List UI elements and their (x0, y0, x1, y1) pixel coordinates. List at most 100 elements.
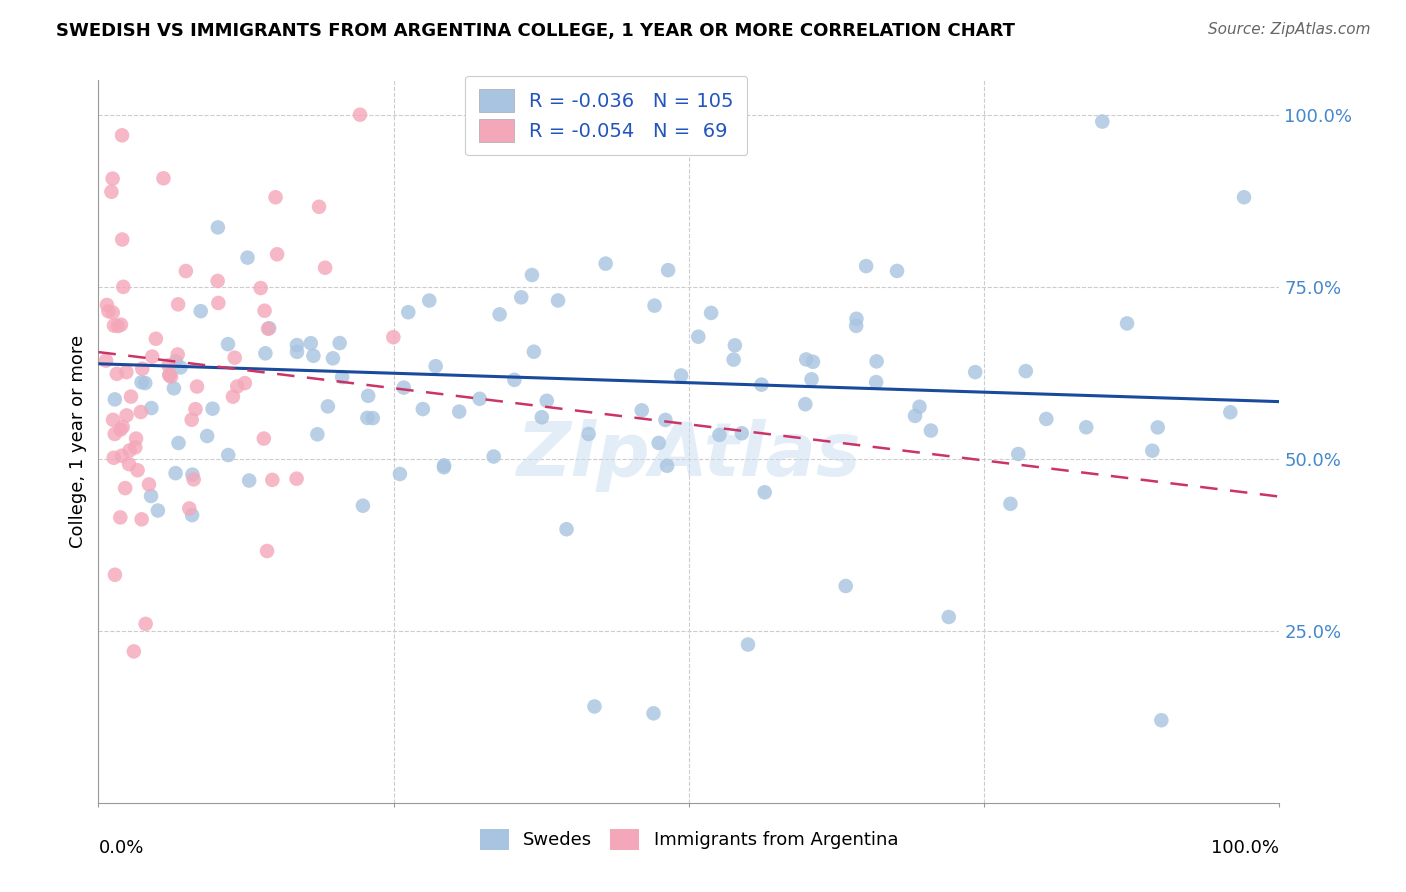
Point (174, 264, 197, 278)
Point (845, 311, 868, 326)
Point (329, 336, 352, 351)
Point (222, 390, 245, 404)
Point (131, 512, 153, 526)
Point (1091, 114, 1114, 128)
Point (264, 190, 287, 204)
Point (110, 423, 132, 437)
Point (357, 389, 380, 403)
Point (118, 443, 141, 458)
Text: Source: ZipAtlas.com: Source: ZipAtlas.com (1208, 22, 1371, 37)
Point (181, 508, 204, 522)
Point (630, 403, 652, 417)
Point (510, 290, 533, 304)
Point (503, 373, 526, 387)
Point (122, 644, 145, 658)
Point (794, 352, 817, 367)
Point (253, 432, 276, 446)
Point (835, 579, 858, 593)
Point (111, 232, 134, 246)
Point (855, 259, 877, 273)
Point (801, 355, 824, 369)
Point (111, 128, 134, 143)
Point (1000, 497, 1022, 511)
Point (159, 368, 181, 382)
Point (145, 332, 167, 346)
Point (1150, 713, 1173, 727)
Point (433, 460, 456, 475)
Point (96, 298, 118, 312)
Text: 0.0%: 0.0% (98, 838, 143, 857)
Point (845, 318, 868, 333)
Point (167, 436, 190, 450)
Point (285, 338, 308, 352)
Point (433, 458, 456, 473)
Point (131, 361, 153, 376)
Point (184, 402, 207, 417)
Text: 100.0%: 100.0% (1212, 838, 1279, 857)
Point (224, 351, 246, 365)
Point (523, 344, 546, 359)
Point (388, 467, 411, 481)
Point (160, 369, 183, 384)
Point (118, 457, 141, 471)
Point (865, 375, 887, 389)
Point (141, 350, 163, 364)
Point (138, 477, 160, 491)
Point (157, 368, 180, 382)
Point (129, 405, 152, 419)
Point (125, 432, 148, 446)
Point (1233, 190, 1256, 204)
Point (316, 400, 339, 414)
Point (425, 359, 447, 374)
Point (794, 397, 817, 411)
Point (555, 522, 578, 536)
Point (1146, 420, 1168, 434)
Point (105, 367, 128, 381)
Point (520, 268, 543, 282)
Point (349, 108, 371, 122)
Point (141, 401, 163, 415)
Point (904, 409, 927, 423)
Point (356, 410, 378, 425)
Point (127, 463, 149, 477)
Point (800, 372, 823, 386)
Point (201, 401, 224, 416)
Point (131, 376, 153, 390)
Point (146, 503, 169, 517)
Point (1035, 412, 1057, 426)
Point (396, 305, 419, 319)
Point (938, 610, 960, 624)
Point (1015, 364, 1038, 378)
Point (449, 404, 471, 418)
Point (139, 489, 162, 503)
Point (314, 260, 336, 275)
Point (249, 281, 271, 295)
Point (169, 360, 191, 375)
Point (657, 263, 679, 277)
Point (530, 410, 553, 425)
Point (392, 381, 415, 395)
Point (583, 699, 606, 714)
Point (908, 400, 931, 414)
Point (643, 706, 665, 721)
Point (101, 413, 124, 427)
Point (97, 304, 120, 318)
Point (111, 449, 134, 463)
Point (302, 349, 325, 363)
Legend: Swedes, Immigrants from Argentina: Swedes, Immigrants from Argentina (471, 820, 907, 859)
Point (163, 381, 186, 395)
Point (1142, 443, 1164, 458)
Point (724, 338, 747, 352)
Point (167, 297, 190, 311)
Point (104, 427, 127, 442)
Y-axis label: College, 1 year or more: College, 1 year or more (69, 335, 87, 548)
Point (112, 280, 135, 294)
Point (647, 436, 669, 450)
Point (107, 319, 129, 334)
Point (688, 329, 710, 343)
Point (669, 368, 692, 383)
Point (124, 440, 146, 454)
Point (233, 376, 256, 391)
Point (115, 365, 138, 379)
Point (134, 376, 156, 390)
